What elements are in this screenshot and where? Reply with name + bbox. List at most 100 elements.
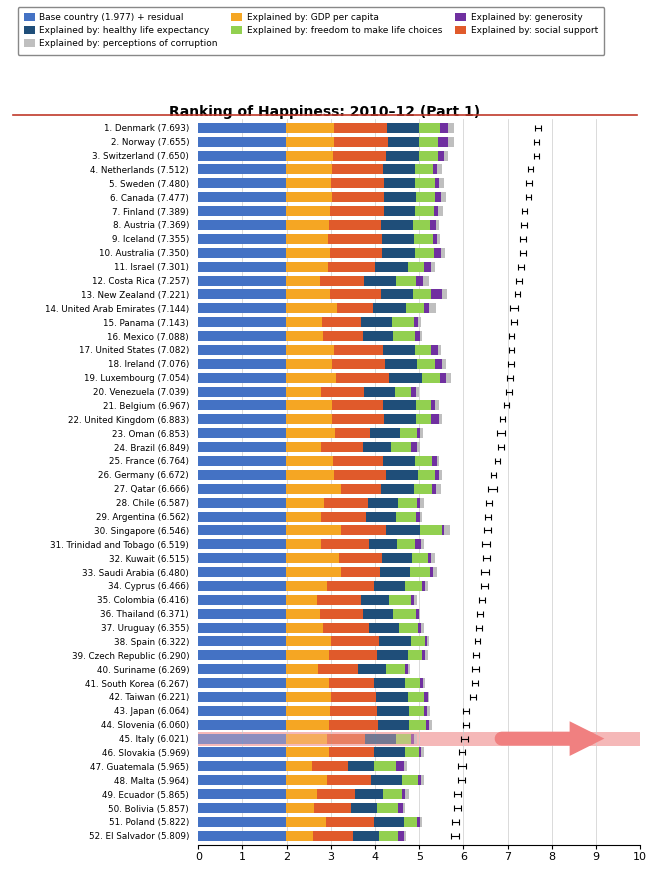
Bar [380, 567, 410, 577]
Bar [198, 622, 285, 633]
Bar [285, 609, 320, 619]
Bar [435, 400, 439, 410]
Bar [434, 206, 438, 216]
Bar [327, 581, 374, 590]
Bar [333, 456, 383, 466]
Bar [417, 442, 419, 452]
Bar [445, 525, 450, 535]
Bar [411, 734, 414, 744]
Bar [419, 511, 422, 522]
Bar [198, 789, 285, 799]
Bar [448, 123, 454, 133]
Bar [425, 636, 427, 647]
Bar [285, 275, 320, 285]
Bar [411, 595, 414, 605]
Bar [285, 720, 329, 730]
Bar [406, 581, 423, 590]
Bar [285, 470, 334, 480]
Bar [285, 650, 329, 660]
Bar [408, 650, 422, 660]
Bar [383, 456, 415, 466]
Bar [198, 179, 285, 188]
Bar [393, 331, 415, 341]
Bar [421, 497, 424, 508]
Bar [436, 484, 441, 494]
Bar [285, 664, 318, 674]
Bar [285, 567, 341, 577]
Bar [411, 386, 417, 397]
Bar [198, 136, 285, 147]
Bar [330, 206, 384, 216]
Bar [198, 497, 285, 508]
Bar [285, 359, 332, 369]
Bar [415, 345, 432, 355]
Bar [415, 400, 432, 410]
Bar [433, 567, 437, 577]
Bar [363, 442, 391, 452]
Bar [198, 636, 285, 647]
Bar [198, 456, 285, 466]
Bar [285, 220, 329, 230]
Bar [198, 373, 285, 383]
Bar [371, 775, 402, 785]
Bar [198, 484, 285, 494]
Bar [285, 803, 315, 813]
Bar [374, 581, 406, 590]
Bar [198, 248, 285, 258]
Bar [421, 622, 424, 633]
Bar [331, 179, 384, 188]
Bar [333, 150, 386, 160]
Bar [422, 581, 425, 590]
Bar [404, 761, 407, 772]
Bar [198, 567, 285, 577]
Bar [285, 761, 312, 772]
Bar [317, 595, 361, 605]
Bar [198, 290, 285, 299]
Bar [414, 317, 418, 327]
Bar [285, 595, 317, 605]
Bar [198, 692, 285, 702]
Bar [198, 747, 285, 758]
Bar [440, 123, 448, 133]
Bar [406, 789, 408, 799]
Bar [419, 123, 440, 133]
Bar [285, 123, 334, 133]
Bar [361, 317, 392, 327]
Bar [437, 456, 439, 466]
Bar [421, 331, 422, 341]
Bar [438, 150, 444, 160]
Text: Ranking of Happiness: 2010–12 (Part 1): Ranking of Happiness: 2010–12 (Part 1) [170, 105, 480, 119]
Bar [413, 220, 430, 230]
Bar [198, 554, 285, 563]
Bar [424, 304, 429, 313]
Bar [285, 706, 330, 715]
Bar [435, 359, 442, 369]
Bar [198, 775, 285, 785]
Bar [389, 373, 422, 383]
Bar [402, 789, 406, 799]
Bar [334, 136, 388, 147]
Bar [198, 803, 285, 813]
Bar [285, 747, 328, 758]
Bar [320, 275, 364, 285]
Bar [441, 290, 447, 299]
Bar [198, 400, 285, 410]
Bar [198, 817, 285, 827]
Bar [324, 497, 368, 508]
Bar [285, 429, 335, 438]
Bar [397, 539, 415, 549]
Bar [334, 470, 386, 480]
Bar [415, 206, 434, 216]
Bar [198, 304, 285, 313]
Bar [424, 692, 428, 702]
Bar [444, 150, 448, 160]
Bar [432, 345, 438, 355]
Bar [424, 706, 427, 715]
Bar [382, 554, 412, 563]
Bar [413, 290, 430, 299]
Bar [431, 554, 435, 563]
Bar [198, 220, 285, 230]
Bar [418, 622, 421, 633]
Bar [422, 373, 440, 383]
Bar [384, 179, 415, 188]
